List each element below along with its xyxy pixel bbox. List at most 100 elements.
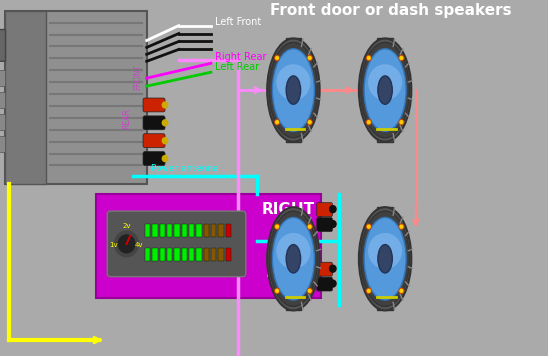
Circle shape	[367, 288, 371, 293]
Ellipse shape	[359, 38, 412, 142]
Text: FRONT: FRONT	[133, 64, 142, 90]
Circle shape	[367, 224, 371, 229]
Ellipse shape	[359, 207, 412, 310]
Ellipse shape	[378, 245, 392, 273]
Circle shape	[276, 289, 278, 292]
Bar	[167, 248, 173, 261]
FancyBboxPatch shape	[286, 207, 301, 310]
Bar	[159, 224, 165, 237]
FancyBboxPatch shape	[377, 207, 393, 310]
Circle shape	[309, 57, 311, 59]
Ellipse shape	[378, 76, 392, 104]
Bar	[211, 248, 216, 261]
Bar	[4, 11, 46, 184]
FancyBboxPatch shape	[143, 152, 165, 166]
Bar	[181, 248, 187, 261]
Bar	[181, 224, 187, 237]
Circle shape	[367, 121, 370, 124]
Circle shape	[118, 235, 135, 253]
Bar	[0, 136, 4, 152]
Ellipse shape	[272, 218, 315, 300]
Ellipse shape	[364, 49, 406, 131]
FancyBboxPatch shape	[107, 211, 246, 277]
Bar	[159, 248, 165, 261]
Bar	[211, 224, 216, 237]
Circle shape	[400, 57, 403, 59]
Bar	[0, 70, 4, 86]
Text: Right Rear: Right Rear	[215, 52, 267, 62]
Text: RIGHT: RIGHT	[261, 202, 315, 217]
Ellipse shape	[361, 42, 409, 138]
Circle shape	[162, 138, 168, 144]
FancyBboxPatch shape	[286, 38, 301, 142]
Circle shape	[329, 221, 336, 227]
Text: REAR: REAR	[122, 108, 131, 129]
Ellipse shape	[361, 211, 409, 307]
Text: Left Rear: Left Rear	[215, 62, 260, 72]
Text: 1v: 1v	[110, 242, 118, 248]
FancyBboxPatch shape	[317, 218, 333, 231]
Text: 2v: 2v	[122, 223, 131, 229]
Bar	[218, 224, 224, 237]
Text: LEFT: LEFT	[266, 265, 307, 279]
Text: 4v: 4v	[135, 242, 144, 248]
Bar	[275, 226, 282, 236]
Circle shape	[399, 120, 404, 125]
Bar	[203, 248, 209, 261]
Ellipse shape	[368, 64, 402, 100]
Bar	[226, 248, 231, 261]
Circle shape	[276, 57, 278, 59]
Circle shape	[367, 57, 370, 59]
Circle shape	[307, 224, 312, 229]
Circle shape	[399, 224, 404, 229]
Circle shape	[329, 265, 336, 272]
Circle shape	[307, 120, 312, 125]
Text: G: G	[286, 251, 293, 260]
Ellipse shape	[267, 207, 319, 310]
Circle shape	[162, 102, 168, 108]
Circle shape	[309, 121, 311, 124]
Text: B+: B+	[286, 225, 300, 234]
Bar	[275, 240, 282, 250]
Bar	[4, 11, 147, 184]
Circle shape	[276, 121, 278, 124]
FancyBboxPatch shape	[143, 134, 165, 148]
Ellipse shape	[368, 233, 402, 269]
Bar	[275, 252, 282, 262]
Text: Front door or dash speakers: Front door or dash speakers	[271, 2, 512, 18]
Ellipse shape	[286, 76, 301, 104]
FancyBboxPatch shape	[377, 38, 393, 142]
Ellipse shape	[269, 42, 318, 138]
Circle shape	[309, 289, 311, 292]
Bar	[203, 224, 209, 237]
Ellipse shape	[276, 64, 311, 100]
Bar	[196, 224, 202, 237]
Circle shape	[309, 225, 311, 228]
Bar	[226, 224, 231, 237]
Circle shape	[276, 225, 278, 228]
Bar	[196, 248, 202, 261]
Circle shape	[275, 224, 279, 229]
Bar	[145, 248, 150, 261]
Bar	[167, 224, 173, 237]
Circle shape	[399, 288, 404, 293]
Text: Left Front: Left Front	[215, 17, 262, 27]
Circle shape	[162, 120, 168, 126]
Text: R+: R+	[286, 239, 300, 248]
Bar	[174, 248, 180, 261]
Text: Power antenna: Power antenna	[151, 164, 219, 173]
Circle shape	[367, 225, 370, 228]
Ellipse shape	[276, 233, 311, 269]
Circle shape	[307, 56, 312, 61]
Bar	[145, 224, 150, 237]
Bar	[96, 194, 321, 298]
Bar	[189, 248, 195, 261]
Bar	[189, 224, 195, 237]
Circle shape	[400, 121, 403, 124]
FancyBboxPatch shape	[143, 98, 165, 112]
Circle shape	[367, 56, 371, 61]
Circle shape	[367, 289, 370, 292]
Circle shape	[400, 225, 403, 228]
Ellipse shape	[272, 49, 315, 131]
Bar	[0, 92, 4, 108]
